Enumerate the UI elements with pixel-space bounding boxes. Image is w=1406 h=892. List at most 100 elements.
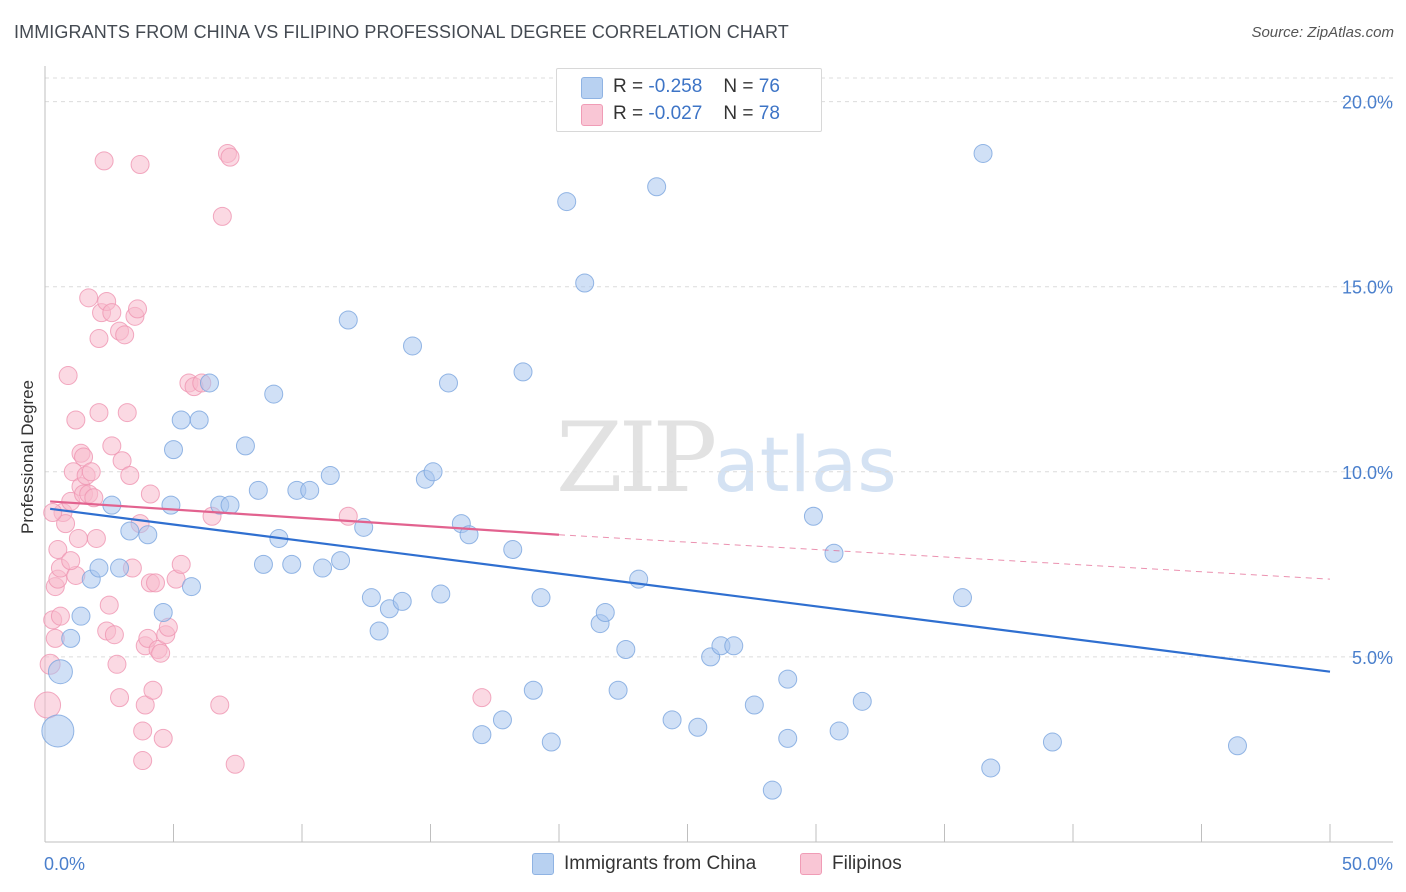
filipino-point	[89, 329, 109, 349]
china-point	[523, 680, 543, 700]
filipino-point	[171, 554, 191, 574]
filipino-point	[112, 451, 132, 471]
china-point	[71, 606, 91, 626]
china-point	[557, 192, 577, 212]
filipino-point	[225, 754, 245, 774]
filipino-point	[104, 625, 124, 645]
china-point	[47, 659, 73, 685]
filipino-point	[56, 514, 76, 534]
filipino-point	[212, 206, 232, 226]
filipino-point	[81, 462, 101, 482]
filipino-point	[89, 403, 109, 423]
y-tick-label: 15.0%	[1342, 278, 1393, 298]
china-point	[220, 495, 240, 515]
filipino-point	[143, 680, 163, 700]
china-point	[973, 143, 993, 163]
watermark: ZIPatlas	[556, 402, 897, 514]
china-point	[189, 410, 209, 430]
label-layer: 5.0% 10.0% 15.0% 20.0% 0.0% 50.0% Professional…	[18, 93, 1393, 874]
stats-box: R = -0.258 N = 76 R = -0.027 N = 78	[556, 68, 822, 132]
grid-layer	[45, 77, 1393, 658]
filipino-point	[153, 728, 173, 748]
china-point	[1042, 732, 1062, 752]
china-point	[762, 780, 782, 800]
china-point	[492, 710, 512, 730]
filipino-point	[84, 488, 104, 508]
filipino-point	[133, 751, 153, 771]
china-point	[724, 636, 744, 656]
china-point	[361, 588, 381, 608]
china-point	[138, 525, 158, 545]
filipino-point	[61, 551, 81, 571]
china-point	[331, 551, 351, 571]
china-point	[803, 506, 823, 526]
china-point	[472, 725, 492, 745]
stats-n-value: 76	[758, 76, 780, 97]
stats-swatch-filipinos	[581, 104, 603, 126]
filipino-point	[472, 688, 492, 708]
china-point	[403, 336, 423, 356]
filipino-point	[50, 606, 70, 626]
china-point	[264, 384, 284, 404]
china-point	[952, 588, 972, 608]
filipino-point	[120, 466, 140, 486]
filipino-point	[115, 325, 135, 345]
china-point	[235, 436, 255, 456]
filipino-point	[140, 484, 160, 504]
china-point	[662, 710, 682, 730]
china-point	[778, 728, 798, 748]
china-point	[531, 588, 551, 608]
filipino-point	[58, 366, 78, 386]
china-point	[575, 273, 595, 293]
china-point	[199, 373, 219, 393]
stats-text-china: R = -0.258 N = 76	[613, 76, 780, 98]
filipino-point	[86, 528, 106, 548]
filipino-point	[74, 447, 94, 467]
stats-n-label: N =	[723, 103, 754, 124]
china-point	[369, 621, 389, 641]
china-point	[503, 540, 523, 560]
china-point	[744, 695, 764, 715]
china-point	[541, 732, 561, 752]
filipino-point	[133, 721, 153, 741]
x-tick-label: 50.0%	[1342, 854, 1393, 874]
y-tick-label: 10.0%	[1342, 463, 1393, 483]
china-point	[164, 440, 183, 460]
china-point	[153, 602, 173, 622]
china-point	[595, 602, 615, 622]
china-point	[981, 758, 1001, 778]
china-point	[852, 691, 872, 711]
china-point	[61, 628, 81, 648]
china-point	[110, 558, 130, 578]
china-point	[248, 480, 268, 500]
trend-layer	[50, 500, 1331, 673]
filipino-point	[68, 528, 88, 548]
china-point	[824, 543, 844, 563]
filipino-point	[151, 643, 171, 663]
china-point	[778, 669, 798, 689]
china-point	[513, 362, 533, 382]
filipino-point	[146, 573, 166, 593]
china-point	[431, 584, 451, 604]
china-point	[423, 462, 443, 482]
filipino-point	[107, 654, 127, 674]
legend-swatch-filipinos	[800, 853, 822, 875]
china-point	[120, 521, 140, 541]
china-point	[392, 591, 412, 611]
stats-n-value: 78	[758, 103, 780, 124]
filipino-point	[210, 695, 230, 715]
y-tick-label: 5.0%	[1352, 648, 1393, 668]
y-tick-label: 20.0%	[1342, 93, 1393, 113]
watermark-zip: ZIP	[556, 402, 717, 514]
filipino-point	[130, 155, 150, 175]
china-point	[647, 177, 667, 197]
filipino-trend-line	[50, 500, 560, 536]
stats-n-label: N =	[723, 76, 754, 97]
x-tick-label: 0.0%	[44, 854, 85, 874]
filipino-point	[43, 503, 63, 523]
legend-swatch-china	[532, 853, 554, 875]
china-point	[688, 717, 708, 737]
china-point	[829, 721, 849, 741]
filipino-point	[135, 695, 155, 715]
filipino-point	[66, 410, 86, 430]
